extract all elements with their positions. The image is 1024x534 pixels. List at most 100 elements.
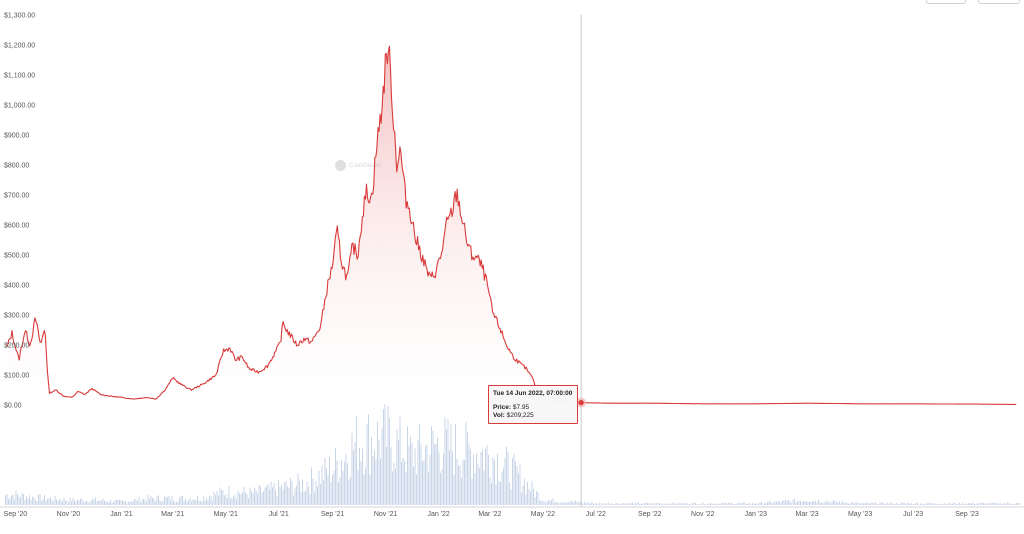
volume-bar: [378, 439, 380, 505]
volume-bar: [44, 495, 45, 505]
volume-bar: [396, 429, 398, 505]
volume-bar: [260, 486, 261, 505]
volume-bar: [827, 502, 828, 505]
y-tick-label: $900.00: [4, 133, 29, 140]
volume-bar: [750, 503, 752, 505]
volume-bar: [87, 502, 89, 505]
volume-bar: [182, 495, 183, 505]
volume-bar: [570, 500, 572, 505]
volume-bar: [702, 502, 704, 505]
x-tick-label: Sep '23: [955, 511, 979, 518]
x-tick-label: Nov '21: [374, 511, 398, 518]
volume-bar: [231, 498, 233, 505]
volume-bar: [420, 444, 422, 505]
volume-bar: [974, 503, 975, 505]
volume-bar: [491, 483, 492, 505]
volume-bar: [600, 503, 602, 505]
volume-bar: [657, 503, 659, 505]
volume-bar: [54, 495, 56, 505]
volume-bar: [77, 499, 78, 505]
volume-bar: [704, 504, 705, 505]
volume-bar: [356, 416, 357, 505]
volume-bar: [29, 495, 30, 505]
x-tick-label: Jul '22: [586, 511, 606, 518]
volume-bar: [126, 503, 128, 505]
volume-bar: [326, 468, 327, 505]
volume-bar: [339, 477, 341, 505]
volume-bar: [776, 501, 777, 505]
volume-bar: [837, 501, 839, 505]
volume-bar: [131, 501, 132, 505]
volume-bar: [602, 503, 603, 505]
volume-bar: [161, 501, 162, 505]
range-button[interactable]: [978, 0, 1020, 4]
volume-bar: [921, 503, 923, 505]
volume-bar: [851, 502, 852, 505]
volume-bar: [243, 487, 245, 505]
x-tick-label: Mar '22: [478, 511, 501, 518]
volume-bar: [803, 501, 804, 505]
volume-bar: [753, 503, 755, 505]
volume-bar: [953, 503, 954, 505]
x-tick-label: Jul '21: [269, 511, 289, 518]
volume-bar: [384, 404, 386, 505]
volume-bar: [279, 487, 281, 505]
volume-bar: [650, 503, 651, 505]
volume-bar: [632, 502, 633, 505]
volume-bar: [270, 481, 272, 505]
volume-bar: [800, 501, 801, 505]
volume-bar: [299, 480, 300, 505]
volume-bar: [705, 504, 707, 505]
volume-bar: [65, 500, 66, 505]
volume-bar: [917, 503, 918, 505]
volume-bar: [543, 501, 545, 505]
volume-bar: [347, 463, 348, 505]
volume-bar: [5, 495, 6, 505]
volume-bar: [786, 500, 788, 505]
volume-bar: [990, 502, 992, 505]
range-button[interactable]: [926, 0, 966, 4]
volume-bar: [390, 447, 392, 505]
volume-bar: [143, 498, 144, 505]
volume-bar: [357, 470, 359, 505]
volume-bar: [758, 503, 759, 505]
volume-bar: [782, 500, 783, 505]
volume-bar: [503, 467, 504, 505]
volume-bar: [569, 502, 570, 505]
volume-bar: [39, 494, 41, 505]
volume-bar: [431, 426, 432, 505]
volume-bar: [468, 444, 470, 505]
volume-bar: [186, 501, 188, 505]
volume-bar: [353, 449, 354, 505]
volume-bar: [294, 488, 296, 505]
volume-bar: [633, 504, 635, 505]
volume-bar: [863, 503, 864, 505]
volume-bar: [689, 504, 690, 505]
volume-bar: [183, 501, 185, 505]
volume-bar: [273, 483, 275, 505]
volume-bar: [726, 503, 728, 505]
volume-bar: [59, 499, 60, 505]
volume-bar: [876, 504, 878, 505]
volume-bar: [287, 486, 288, 505]
volume-bar: [560, 502, 561, 505]
volume-bar: [537, 492, 539, 505]
volume-bar: [330, 482, 332, 505]
price-area: [6, 46, 1017, 405]
volume-bar: [471, 478, 473, 505]
x-tick-label: Nov '20: [57, 511, 81, 518]
volume-bar: [197, 496, 198, 505]
volume-bar: [222, 490, 224, 505]
volume-bar: [603, 502, 605, 505]
volume-bar: [731, 502, 732, 505]
volume-bar: [567, 501, 569, 505]
volume-bar: [452, 451, 453, 505]
volume-bar: [332, 474, 333, 505]
volume-bar: [444, 417, 446, 505]
volume-bar: [216, 491, 218, 505]
volume-bar: [389, 417, 390, 505]
volume-bar: [701, 503, 702, 505]
volume-bar: [501, 472, 503, 505]
volume-bar: [836, 502, 837, 505]
